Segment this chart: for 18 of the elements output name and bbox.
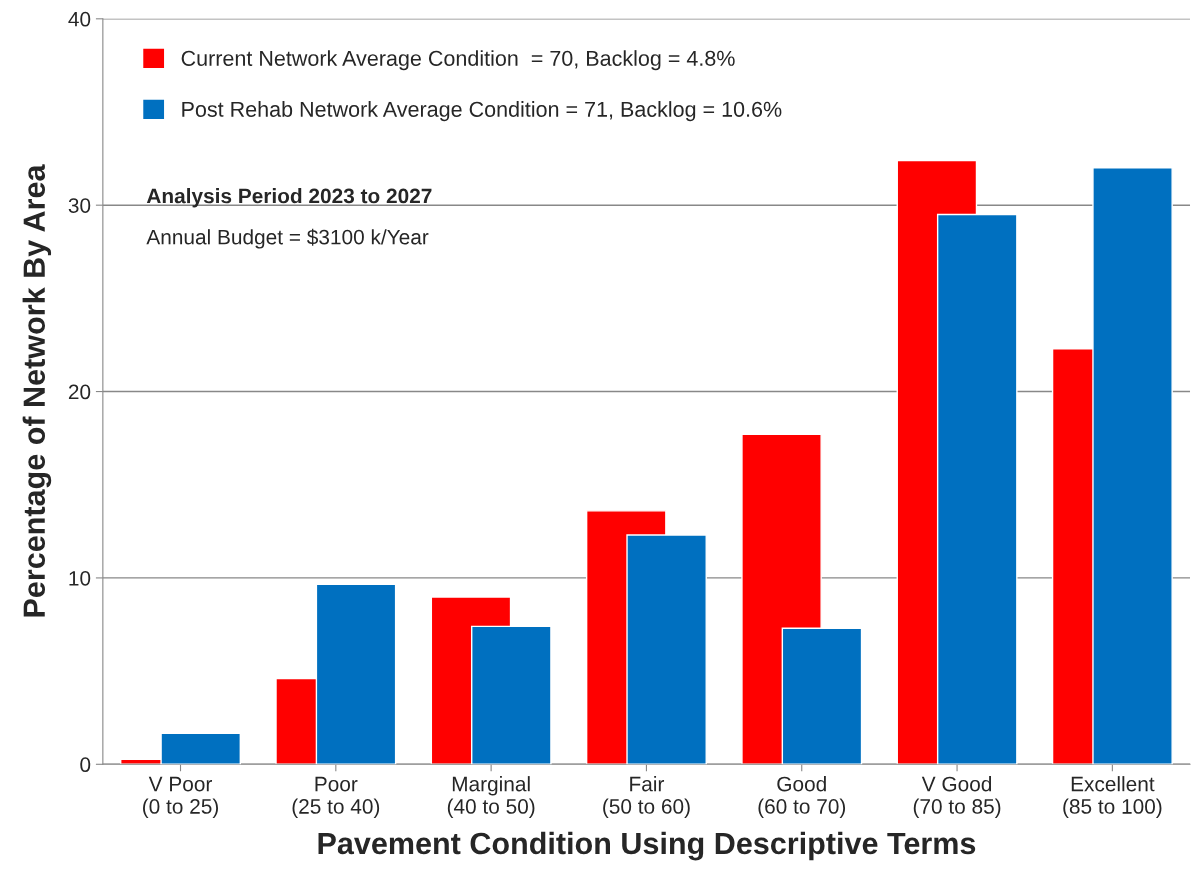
x-tick-label: Poor (25 to 40) [292, 776, 380, 818]
x-tick-label: V Poor (0 to 25) [143, 776, 219, 818]
y-tick-label: 40 [68, 11, 91, 27]
y-tick-label: 30 [68, 198, 91, 213]
legend-label: Current Network Average Condition = 70, Backlog = 4.8% [181, 50, 735, 71]
annotation: Annual Budget = $3100 k/Year [146, 228, 429, 249]
x-tick-label: Marginal (40 to 50) [447, 776, 535, 818]
x-tick-label: V Good (70 to 85) [913, 776, 1001, 818]
x-tick-label: Good (60 to 70) [758, 776, 846, 818]
x-tick-label: Excellent (85 to 100) [1063, 776, 1162, 818]
x-tick-label: Fair (50 to 60) [603, 776, 690, 818]
y-tick-label: 20 [68, 384, 91, 400]
y-tick-label: 0 [80, 757, 91, 773]
y-tick-label: 10 [69, 570, 91, 586]
y-axis-title: Percentage of Network By Area [22, 164, 52, 617]
x-axis-title: Pavement Condition Using Descriptive Terms [318, 831, 976, 861]
annotation: Analysis Period 2023 to 2027 [146, 188, 432, 208]
legend-label: Post Rehab Network Average Condition = 71, Backlog = 10.6% [182, 101, 782, 122]
